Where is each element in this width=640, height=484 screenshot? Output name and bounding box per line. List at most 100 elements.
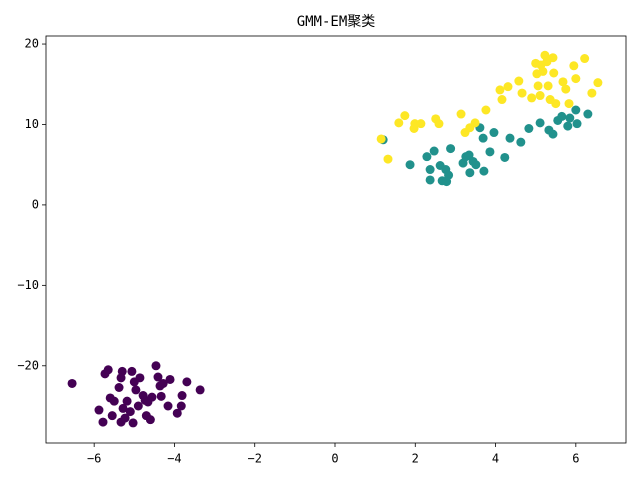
scatter-point <box>580 54 590 64</box>
scatter-point <box>425 165 435 175</box>
scatter-point <box>489 128 499 138</box>
scatter-point <box>505 133 515 143</box>
scatter-point <box>94 405 104 415</box>
x-tick-label: −6 <box>87 452 101 466</box>
scatter-point <box>120 413 130 423</box>
scatter-point <box>517 88 527 98</box>
scatter-point <box>434 119 444 129</box>
scatter-point <box>485 147 495 157</box>
x-tick-label: 2 <box>412 452 419 466</box>
scatter-point <box>176 401 186 411</box>
scatter-point <box>195 385 205 395</box>
scatter-point <box>156 391 166 401</box>
scatter-point <box>151 361 161 371</box>
scatter-point <box>561 84 571 94</box>
scatter-point <box>536 60 546 70</box>
scatter-point <box>177 391 187 401</box>
plot-frame <box>45 35 627 444</box>
scatter-point <box>543 81 553 91</box>
scatter-point <box>563 121 573 131</box>
scatter-point <box>500 152 510 162</box>
scatter-point <box>587 88 597 98</box>
scatter-point <box>429 146 439 156</box>
x-tick-label: 4 <box>492 452 499 466</box>
scatter-point <box>571 74 581 84</box>
scatter-point <box>444 170 454 180</box>
scatter-point <box>503 82 513 92</box>
scatter-point <box>551 99 561 109</box>
scatter-point <box>128 418 138 428</box>
scatter-point <box>548 53 558 63</box>
scatter-point <box>67 378 77 388</box>
scatter-point <box>165 374 175 384</box>
y-tick-label: 10 <box>25 117 39 131</box>
scatter-point <box>471 160 481 170</box>
scatter-point <box>557 111 567 121</box>
scatter-point <box>400 111 410 121</box>
scatter-point <box>98 417 108 427</box>
scatter-point <box>593 78 603 88</box>
x-tick-label: 6 <box>572 452 579 466</box>
scatter-point <box>569 61 579 71</box>
y-tick-label: 20 <box>25 37 39 51</box>
scatter-point <box>535 118 545 128</box>
scatter-point <box>514 76 524 86</box>
scatter-point <box>416 119 426 129</box>
scatter-point <box>533 81 543 91</box>
scatter-point <box>456 109 466 119</box>
scatter-point <box>133 401 143 411</box>
scatter-point <box>125 407 135 417</box>
scatter-point <box>558 77 568 87</box>
scatter-point <box>147 392 157 402</box>
scatter-point <box>107 411 117 421</box>
scatter-point <box>446 144 456 154</box>
scatter-point <box>565 113 575 123</box>
scatter-point <box>135 373 145 383</box>
scatter-point <box>163 401 173 411</box>
x-tick-label: −4 <box>167 452 181 466</box>
y-tick-label: 0 <box>32 197 39 211</box>
scatter-point <box>383 154 393 164</box>
scatter-point <box>145 415 155 425</box>
scatter-point <box>409 124 419 133</box>
scatter-point <box>376 134 386 144</box>
scatter-point <box>478 133 488 143</box>
scatter-point <box>527 93 537 103</box>
scatter-point <box>127 366 137 376</box>
scatter-point <box>422 152 432 162</box>
scatter-point <box>131 385 141 395</box>
scatter-point <box>549 68 559 78</box>
scatter-point <box>425 175 435 185</box>
scatter-point <box>122 396 132 406</box>
scatter-point <box>465 168 475 178</box>
scatter-point <box>479 166 489 176</box>
scatter-point <box>182 377 192 387</box>
scatter-point <box>583 109 593 119</box>
scatter-point <box>564 99 574 109</box>
scatter-point <box>535 91 545 101</box>
scatter-point <box>495 85 505 95</box>
scatter-point <box>572 119 582 129</box>
scatter-point <box>524 124 534 133</box>
scatter-point <box>153 372 163 382</box>
y-tick-label: −10 <box>17 278 39 292</box>
scatter-point <box>516 137 526 147</box>
scatter-point <box>571 105 581 115</box>
scatter-point <box>394 118 404 128</box>
x-tick-label: 0 <box>331 452 338 466</box>
scatter-point <box>497 95 507 105</box>
scatter-point <box>109 396 119 406</box>
scatter-point <box>118 403 128 413</box>
scatter-point <box>481 105 491 115</box>
scatter-point <box>548 129 558 139</box>
x-tick-label: −2 <box>247 452 261 466</box>
scatter-point <box>116 373 126 383</box>
scatter-point <box>158 378 168 388</box>
scatter-point <box>405 160 415 170</box>
y-tick-label: −20 <box>17 358 39 372</box>
scatter-point <box>172 408 182 418</box>
scatter-point <box>114 383 124 392</box>
scatter-point <box>470 118 480 128</box>
